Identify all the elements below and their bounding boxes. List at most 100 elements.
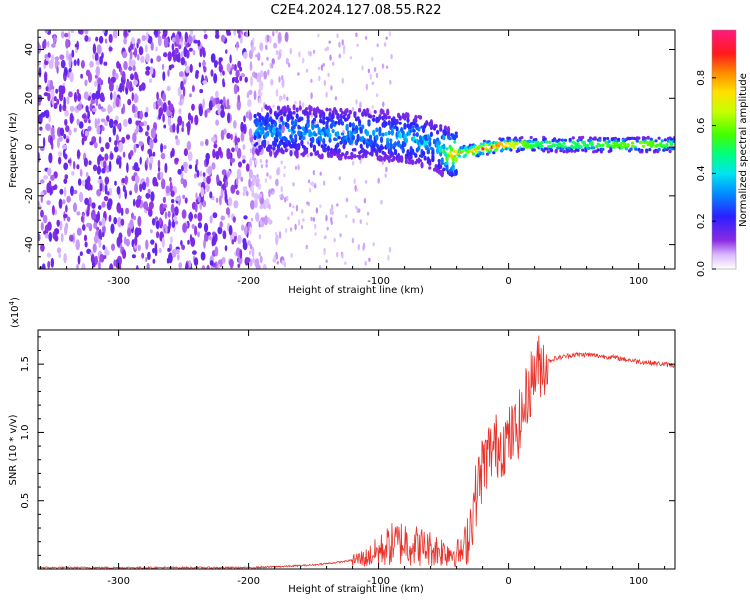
heatmap-signal-cell [481,152,485,156]
heatmap-noise-cell [318,264,322,269]
heatmap-noise-cell [309,182,313,186]
heatmap-x-tick-label: -300 [107,276,130,287]
heatmap-signal-cell [384,115,388,120]
heatmap-signal-cell [337,148,341,154]
heatmap-noise-cell [64,118,68,126]
heatmap-signal-cell [581,135,585,139]
heatmap-noise-cell [76,118,80,126]
heatmap-noise-cell [167,116,172,127]
heatmap-noise-cell [97,77,102,86]
heatmap-signal-cell [393,141,398,147]
heatmap-noise-cell [53,102,58,110]
heatmap-noise-cell [38,233,41,242]
heatmap-signal-cell [403,122,407,129]
heatmap-noise-cell [82,224,86,231]
heatmap-noise-cell [252,175,256,186]
heatmap-noise-cell [124,236,127,245]
heatmap-noise-cell [252,155,255,161]
heatmap-signal-cell [261,126,265,133]
heatmap-noise-cell [359,101,362,109]
heatmap-noise-cell [69,71,74,83]
heatmap-noise-cell [146,157,149,166]
heatmap-signal-cell [615,142,619,146]
heatmap-noise-cell [108,118,114,129]
heatmap-noise-cell [259,193,263,198]
heatmap-noise-cell [77,178,82,186]
heatmap-noise-cell [108,136,112,143]
heatmap-noise-cell [114,140,118,146]
heatmap-noise-cell [235,247,241,257]
heatmap-noise-cell [103,61,108,66]
heatmap-noise-cell [78,121,84,129]
heatmap-noise-cell [83,157,88,167]
heatmap-noise-cell [122,103,126,114]
heatmap-noise-cell [128,57,132,69]
heatmap-noise-cell [85,171,89,178]
heatmap-noise-cell [177,115,183,126]
heatmap-signal-cell [322,116,326,121]
heatmap-noise-cell [121,136,126,144]
heatmap-noise-cell [149,78,153,83]
heatmap-signal-cell [389,138,393,143]
heatmap-signal-cell [309,105,313,112]
heatmap-noise-cell [283,261,286,268]
heatmap-signal-cell [384,131,388,137]
heatmap-noise-cell [150,127,156,139]
heatmap-noise-cell [203,238,206,249]
heatmap-noise-cell [112,30,118,39]
heatmap-signal-cell [387,120,391,126]
heatmap-noise-cell [49,136,53,146]
heatmap-noise-cell [178,71,184,78]
heatmap-noise-cell [104,184,108,195]
snr-panel: -300 -200 -100 0 100 0.5 1.0 1.5 Height of stra… [8,297,676,595]
heatmap-noise-cell [289,227,293,232]
heatmap-noise-cell [162,196,166,204]
heatmap-signal-cell [467,149,471,153]
heatmap-noise-cell [331,210,334,216]
heatmap-noise-cell [371,105,374,109]
heatmap-noise-cell [129,150,134,157]
heatmap-noise-cell [187,151,193,162]
heatmap-noise-cell [127,98,132,106]
heatmap-noise-cell [199,48,203,58]
heatmap-noise-cell [248,128,253,138]
heatmap-noise-cell [137,54,140,61]
heatmap-signal-cell [284,148,288,153]
snr-x-tick-label: -200 [237,576,260,587]
heatmap-noise-cell [124,175,128,185]
heatmap-noise-cell [108,33,113,43]
heatmap-noise-cell [197,212,203,222]
heatmap-signal-cell [584,149,588,153]
heatmap-noise-cell [253,90,257,101]
heatmap-signal-cell [309,131,313,137]
heatmap-noise-cell [68,91,73,98]
heatmap-signal-cell [507,142,511,146]
heatmap-noise-cell [131,59,136,67]
heatmap-noise-cell [310,78,313,83]
heatmap-signal-cell [492,151,496,155]
heatmap-noise-cell [58,156,62,165]
heatmap-noise-cell [310,216,313,222]
heatmap-signal-cell [386,140,390,148]
heatmap-noise-cell [259,204,264,209]
heatmap-signal-cell [305,110,309,116]
heatmap-signal-cell [372,117,376,122]
heatmap-noise-cell [104,120,108,127]
heatmap-noise-cell [51,96,54,106]
heatmap-signal-cell [294,137,298,143]
heatmap-noise-cell [202,200,207,208]
heatmap-noise-cell [165,225,168,234]
heatmap-noise-cell [278,231,282,239]
heatmap-noise-cell [189,30,193,37]
heatmap-noise-cell [302,101,305,108]
heatmap-noise-cell [43,92,49,97]
heatmap-noise-cell [38,101,41,106]
heatmap-noise-cell [58,85,64,94]
heatmap-signal-cell [267,123,271,127]
heatmap-noise-cell [371,56,374,62]
heatmap-noise-cell [341,77,344,84]
heatmap-signal-cell [507,136,511,140]
heatmap-noise-cell [285,57,289,65]
heatmap-signal-cell [448,150,452,156]
heatmap-noise-cell [150,239,155,245]
